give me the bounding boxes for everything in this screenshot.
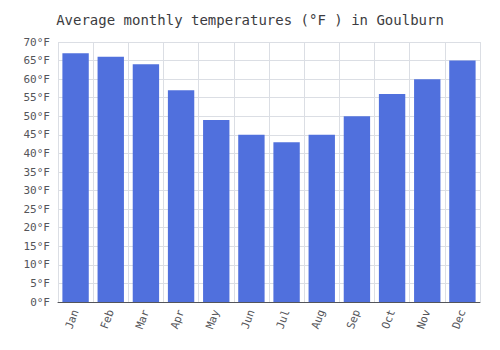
- svg-text:Feb: Feb: [98, 308, 117, 331]
- svg-text:Jul: Jul: [274, 308, 293, 331]
- svg-text:Mar: Mar: [133, 307, 152, 330]
- svg-text:15°F: 15°F: [24, 240, 51, 253]
- svg-text:45°F: 45°F: [24, 128, 51, 141]
- svg-text:70°F: 70°F: [24, 36, 51, 49]
- svg-text:Jun: Jun: [239, 308, 258, 331]
- svg-text:50°F: 50°F: [24, 110, 51, 123]
- svg-text:0°F: 0°F: [30, 296, 50, 309]
- svg-text:May: May: [203, 307, 222, 330]
- svg-text:Sep: Sep: [344, 308, 363, 331]
- svg-text:Apr: Apr: [168, 307, 187, 330]
- svg-text:Average monthly temperatures (: Average monthly temperatures (°F ) in Go…: [56, 12, 444, 28]
- svg-text:Aug: Aug: [309, 308, 328, 331]
- svg-text:Dec: Dec: [450, 308, 469, 331]
- svg-text:Nov: Nov: [414, 307, 433, 330]
- svg-text:40°F: 40°F: [24, 147, 51, 160]
- svg-text:Jan: Jan: [63, 308, 82, 331]
- svg-text:35°F: 35°F: [24, 166, 51, 179]
- svg-text:60°F: 60°F: [24, 73, 51, 86]
- svg-text:Oct: Oct: [379, 308, 398, 331]
- svg-text:55°F: 55°F: [24, 91, 51, 104]
- svg-text:10°F: 10°F: [24, 258, 51, 271]
- svg-text:5°F: 5°F: [30, 277, 50, 290]
- svg-text:25°F: 25°F: [24, 203, 51, 216]
- svg-text:20°F: 20°F: [24, 221, 51, 234]
- svg-text:30°F: 30°F: [24, 184, 51, 197]
- svg-text:65°F: 65°F: [24, 54, 51, 67]
